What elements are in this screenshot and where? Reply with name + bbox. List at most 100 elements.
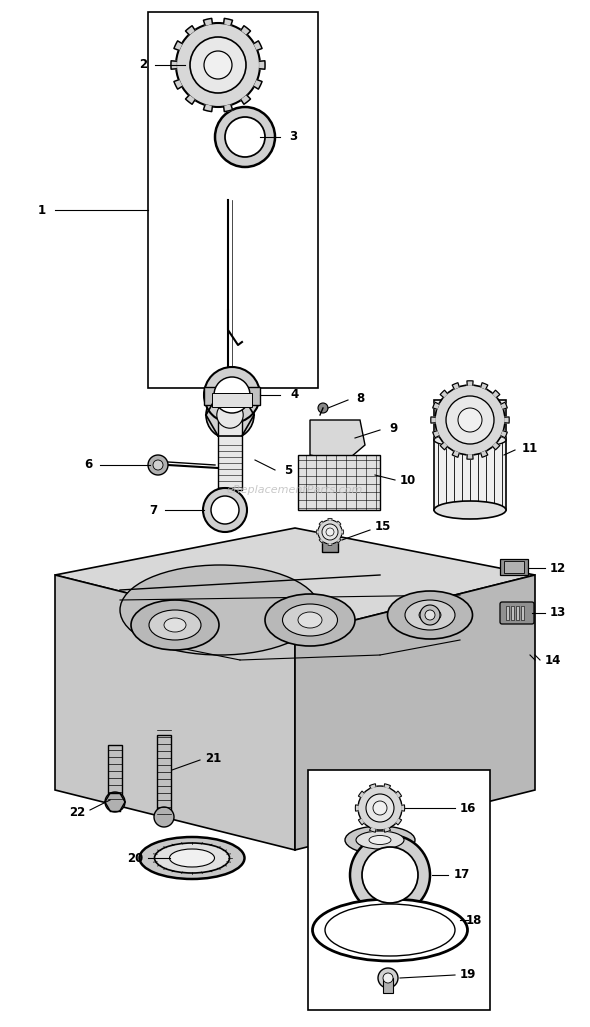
Bar	[500, 559, 528, 575]
Ellipse shape	[131, 600, 219, 650]
Polygon shape	[501, 403, 507, 409]
Circle shape	[362, 847, 418, 903]
Circle shape	[154, 807, 174, 827]
Bar	[298, 455, 380, 510]
Text: 9: 9	[389, 421, 397, 434]
Ellipse shape	[283, 604, 337, 636]
Text: 16: 16	[460, 801, 476, 814]
Circle shape	[203, 488, 247, 532]
Bar	[516, 606, 519, 620]
Polygon shape	[493, 443, 500, 450]
Ellipse shape	[313, 899, 467, 961]
Circle shape	[383, 973, 393, 983]
Polygon shape	[440, 390, 447, 397]
Text: 22: 22	[69, 805, 85, 819]
Circle shape	[446, 396, 494, 444]
Text: 21: 21	[205, 752, 221, 764]
Bar	[204, 387, 260, 405]
Ellipse shape	[369, 836, 391, 844]
Ellipse shape	[139, 837, 244, 879]
Polygon shape	[355, 805, 358, 811]
Ellipse shape	[265, 594, 355, 646]
Bar	[108, 745, 122, 800]
Polygon shape	[174, 80, 182, 89]
Circle shape	[318, 403, 328, 413]
Polygon shape	[260, 61, 265, 69]
Bar	[212, 393, 252, 407]
Circle shape	[425, 610, 435, 620]
Polygon shape	[452, 451, 459, 457]
Polygon shape	[431, 417, 435, 423]
Polygon shape	[55, 575, 295, 850]
Bar	[157, 735, 171, 815]
Circle shape	[435, 385, 505, 455]
Polygon shape	[328, 519, 332, 520]
Polygon shape	[254, 80, 262, 89]
Circle shape	[458, 408, 482, 432]
Text: 11: 11	[522, 442, 538, 455]
Polygon shape	[174, 41, 182, 50]
Polygon shape	[432, 430, 439, 438]
Polygon shape	[501, 430, 507, 438]
Polygon shape	[369, 784, 376, 788]
Text: 20: 20	[127, 851, 143, 865]
Circle shape	[378, 968, 398, 988]
Polygon shape	[55, 528, 535, 635]
Bar	[148, 12, 318, 388]
Circle shape	[322, 524, 338, 540]
Polygon shape	[319, 521, 323, 525]
Polygon shape	[337, 521, 341, 525]
Polygon shape	[204, 105, 212, 112]
Bar	[434, 400, 506, 510]
Polygon shape	[171, 61, 176, 69]
Polygon shape	[384, 828, 391, 832]
Ellipse shape	[434, 501, 506, 519]
Polygon shape	[452, 383, 459, 389]
Circle shape	[214, 377, 250, 413]
Polygon shape	[369, 828, 376, 832]
Circle shape	[204, 367, 260, 423]
Ellipse shape	[155, 843, 230, 873]
Polygon shape	[224, 18, 232, 25]
Bar	[308, 770, 490, 1010]
Circle shape	[358, 786, 402, 830]
Ellipse shape	[298, 612, 322, 627]
Circle shape	[366, 794, 394, 822]
Text: 13: 13	[550, 607, 566, 619]
Circle shape	[225, 117, 265, 157]
Polygon shape	[241, 96, 251, 105]
Polygon shape	[328, 544, 332, 545]
Polygon shape	[224, 105, 232, 112]
Text: 8: 8	[356, 391, 364, 405]
Bar	[511, 606, 514, 620]
Polygon shape	[317, 530, 318, 534]
Text: 7: 7	[149, 503, 157, 517]
Polygon shape	[342, 530, 343, 534]
Ellipse shape	[325, 904, 455, 956]
Bar	[504, 561, 524, 573]
Circle shape	[211, 496, 239, 524]
Ellipse shape	[388, 591, 473, 639]
Circle shape	[206, 391, 254, 439]
Bar	[218, 420, 242, 490]
Polygon shape	[185, 96, 195, 105]
Polygon shape	[295, 575, 535, 850]
Polygon shape	[402, 805, 405, 811]
Polygon shape	[505, 417, 509, 423]
Text: 15: 15	[375, 521, 391, 533]
Text: 4: 4	[291, 388, 299, 402]
Text: eReplacementParts.com: eReplacementParts.com	[227, 485, 363, 495]
Polygon shape	[204, 18, 212, 25]
Ellipse shape	[149, 610, 201, 640]
Circle shape	[105, 792, 125, 812]
Polygon shape	[440, 443, 447, 450]
Polygon shape	[241, 26, 251, 35]
Ellipse shape	[419, 608, 441, 622]
Circle shape	[148, 455, 168, 476]
Polygon shape	[254, 41, 262, 50]
Text: 5: 5	[284, 463, 292, 477]
FancyBboxPatch shape	[500, 602, 534, 624]
Polygon shape	[481, 451, 488, 457]
Text: 2: 2	[139, 59, 147, 72]
Text: 12: 12	[550, 562, 566, 574]
